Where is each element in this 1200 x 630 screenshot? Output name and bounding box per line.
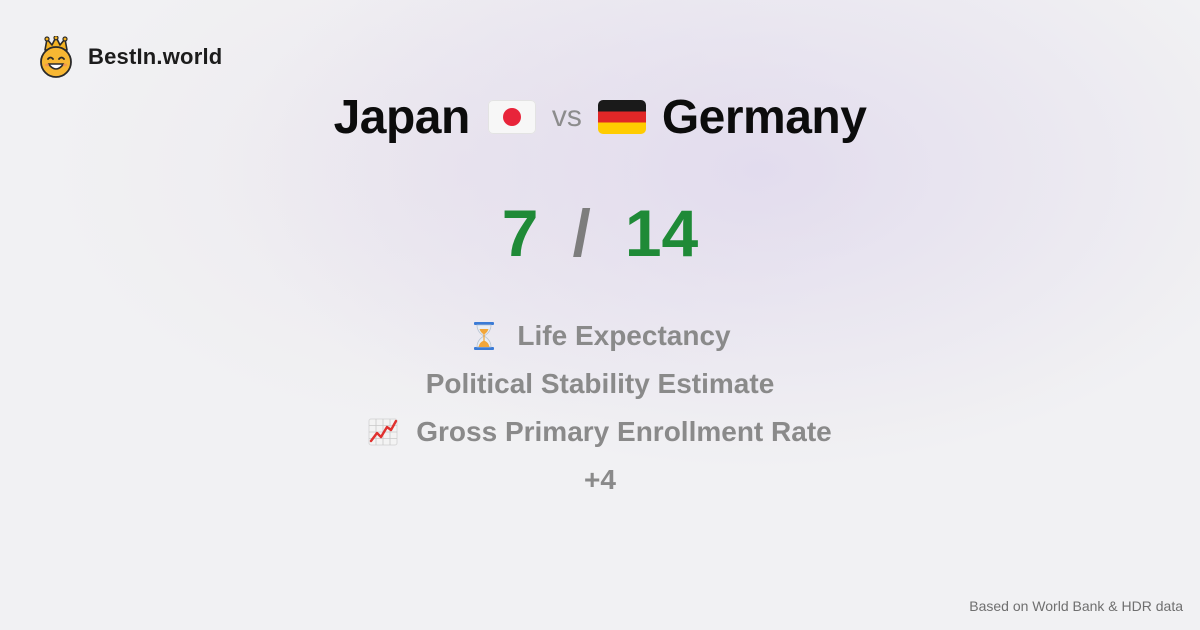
smiling-crown-face-icon bbox=[40, 36, 72, 78]
metric-label: Life Expectancy bbox=[517, 320, 731, 351]
left-country-name: Japan bbox=[333, 90, 471, 144]
metric-label: Political Stability Estimate bbox=[425, 368, 775, 399]
metrics-list: Life Expectancy Political Stability Esti… bbox=[0, 312, 1200, 504]
chart-increasing-icon bbox=[368, 418, 398, 446]
vs-label: vs bbox=[551, 100, 582, 133]
score-row: 7 / 14 bbox=[0, 195, 1200, 271]
more-metrics-count[interactable]: +4 bbox=[584, 464, 616, 495]
germany-flag-icon bbox=[597, 100, 646, 134]
metric-label: Gross Primary Enrollment Rate bbox=[416, 416, 832, 447]
right-score: 14 bbox=[624, 196, 699, 270]
data-source-note: Based on World Bank & HDR data bbox=[969, 598, 1183, 614]
hourglass-icon bbox=[474, 322, 495, 350]
comparison-title: Japan vs Germany bbox=[0, 88, 1200, 146]
brand-link[interactable]: BestIn.world bbox=[38, 36, 222, 78]
left-score: 7 bbox=[501, 196, 539, 270]
metric-item: Gross Primary Enrollment Rate bbox=[368, 408, 832, 456]
brand-name: BestIn.world bbox=[88, 44, 223, 69]
score-separator: / bbox=[572, 196, 591, 270]
japan-flag-icon bbox=[487, 100, 536, 134]
metric-item: Political Stability Estimate bbox=[426, 360, 775, 408]
right-country-name: Germany bbox=[661, 90, 867, 144]
metric-item: Life Expectancy bbox=[469, 312, 731, 360]
